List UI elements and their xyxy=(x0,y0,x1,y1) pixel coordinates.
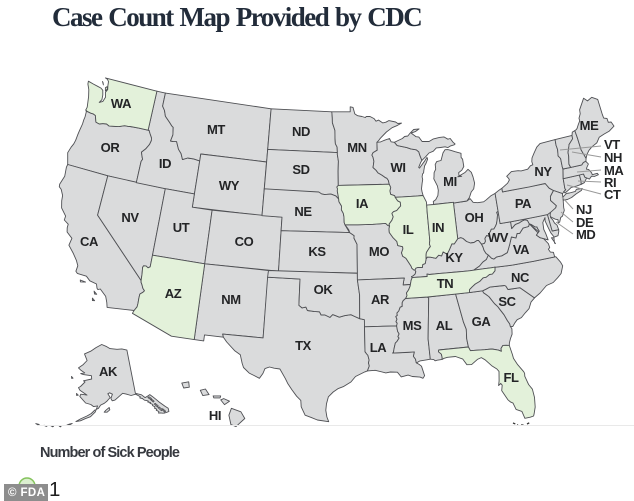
svg-text:WY: WY xyxy=(219,178,240,193)
svg-text:PA: PA xyxy=(515,196,532,211)
svg-text:AL: AL xyxy=(436,318,453,333)
svg-text:AZ: AZ xyxy=(165,286,182,301)
svg-text:NY: NY xyxy=(534,164,552,179)
svg-text:MA: MA xyxy=(604,163,624,178)
svg-text:NJ: NJ xyxy=(576,202,592,217)
svg-text:VA: VA xyxy=(513,242,530,257)
svg-text:TX: TX xyxy=(295,338,312,353)
svg-text:ND: ND xyxy=(292,124,310,139)
svg-text:UT: UT xyxy=(173,220,190,235)
svg-text:OR: OR xyxy=(101,140,121,155)
svg-text:IL: IL xyxy=(403,222,414,237)
svg-text:IN: IN xyxy=(432,220,444,235)
svg-text:RI: RI xyxy=(604,175,616,190)
svg-text:KY: KY xyxy=(445,250,463,265)
svg-text:DE: DE xyxy=(576,215,594,230)
svg-text:NH: NH xyxy=(604,150,622,165)
svg-text:MS: MS xyxy=(403,318,422,333)
svg-text:NM: NM xyxy=(221,292,240,307)
svg-text:HI: HI xyxy=(209,408,221,423)
svg-text:CA: CA xyxy=(80,234,99,249)
svg-text:SD: SD xyxy=(292,162,309,177)
svg-text:MD: MD xyxy=(576,227,595,242)
svg-text:MN: MN xyxy=(347,140,366,155)
svg-text:IA: IA xyxy=(356,196,369,211)
svg-text:CT: CT xyxy=(604,187,621,202)
svg-text:VT: VT xyxy=(604,137,620,152)
svg-text:WA: WA xyxy=(111,96,132,111)
svg-text:NC: NC xyxy=(511,270,530,285)
svg-text:MT: MT xyxy=(207,122,225,137)
svg-text:CO: CO xyxy=(235,234,254,249)
svg-text:WV: WV xyxy=(488,230,509,245)
svg-text:NE: NE xyxy=(294,204,312,219)
svg-text:KS: KS xyxy=(308,244,326,259)
svg-text:GA: GA xyxy=(472,314,492,329)
svg-text:OK: OK xyxy=(314,282,334,297)
svg-text:AK: AK xyxy=(99,364,118,379)
svg-text:NV: NV xyxy=(121,210,139,225)
svg-text:MI: MI xyxy=(443,174,457,189)
svg-text:SC: SC xyxy=(498,294,516,309)
svg-text:TN: TN xyxy=(437,276,454,291)
svg-text:ID: ID xyxy=(159,156,171,171)
svg-text:LA: LA xyxy=(370,340,388,355)
svg-text:OH: OH xyxy=(465,210,484,225)
svg-text:MO: MO xyxy=(369,244,389,259)
svg-text:WI: WI xyxy=(390,160,405,175)
svg-text:ME: ME xyxy=(580,118,599,133)
svg-text:AR: AR xyxy=(371,292,390,307)
svg-text:FL: FL xyxy=(503,370,519,385)
